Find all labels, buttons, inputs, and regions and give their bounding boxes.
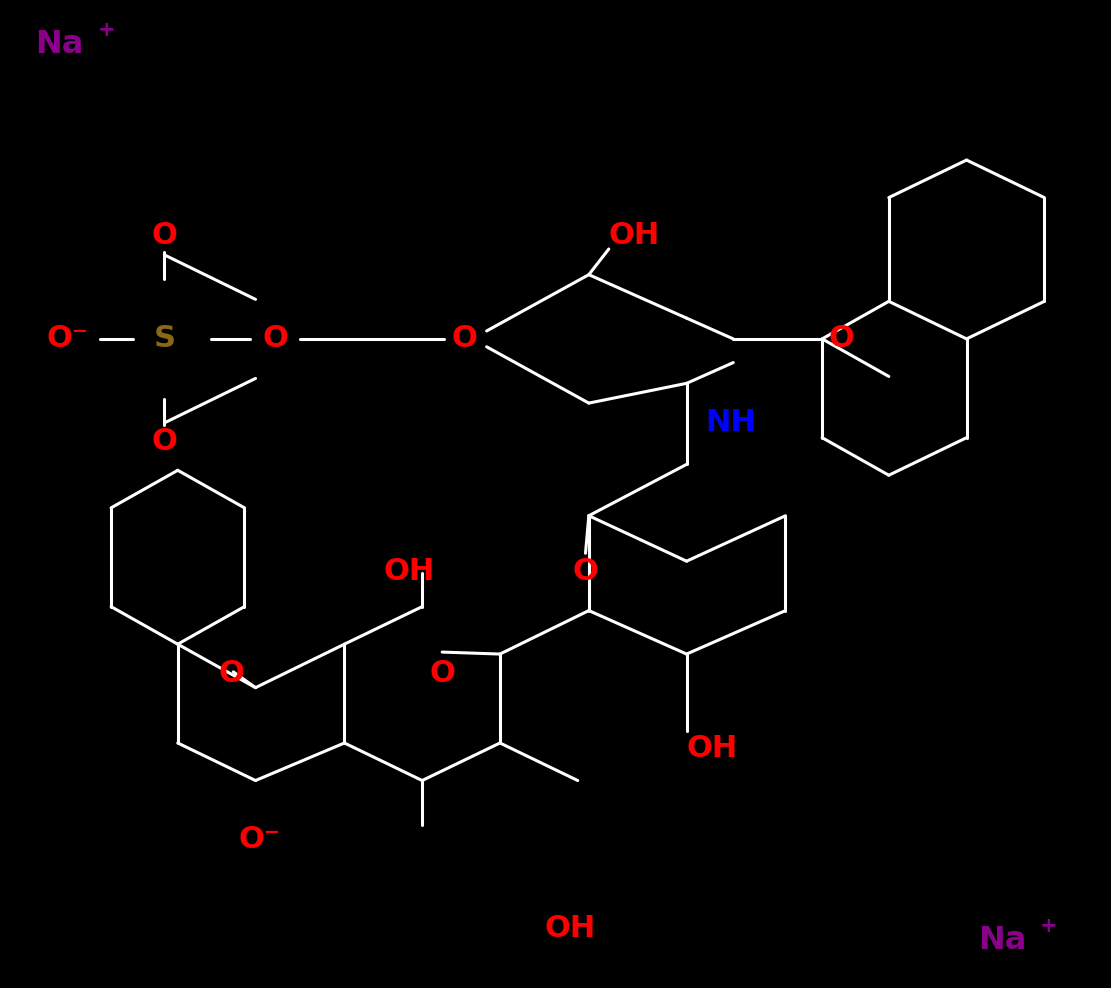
Text: O⁻: O⁻	[239, 825, 281, 855]
Text: O⁻: O⁻	[47, 324, 89, 354]
Text: O: O	[262, 324, 289, 354]
Text: OH: OH	[383, 556, 434, 586]
Text: OH: OH	[544, 914, 595, 944]
Text: O: O	[429, 659, 456, 689]
Text: S: S	[153, 324, 176, 354]
Text: NH: NH	[705, 408, 757, 438]
Text: OH: OH	[609, 220, 660, 250]
Text: O: O	[151, 220, 178, 250]
Text: OH: OH	[687, 734, 738, 764]
Text: +: +	[98, 20, 116, 40]
Text: O: O	[572, 556, 599, 586]
Text: +: +	[1040, 916, 1058, 936]
Text: Na: Na	[978, 925, 1027, 956]
Text: O: O	[218, 659, 244, 689]
Text: Na: Na	[36, 29, 84, 60]
Text: O: O	[451, 324, 478, 354]
Text: O: O	[828, 324, 854, 354]
Text: O: O	[151, 427, 178, 456]
